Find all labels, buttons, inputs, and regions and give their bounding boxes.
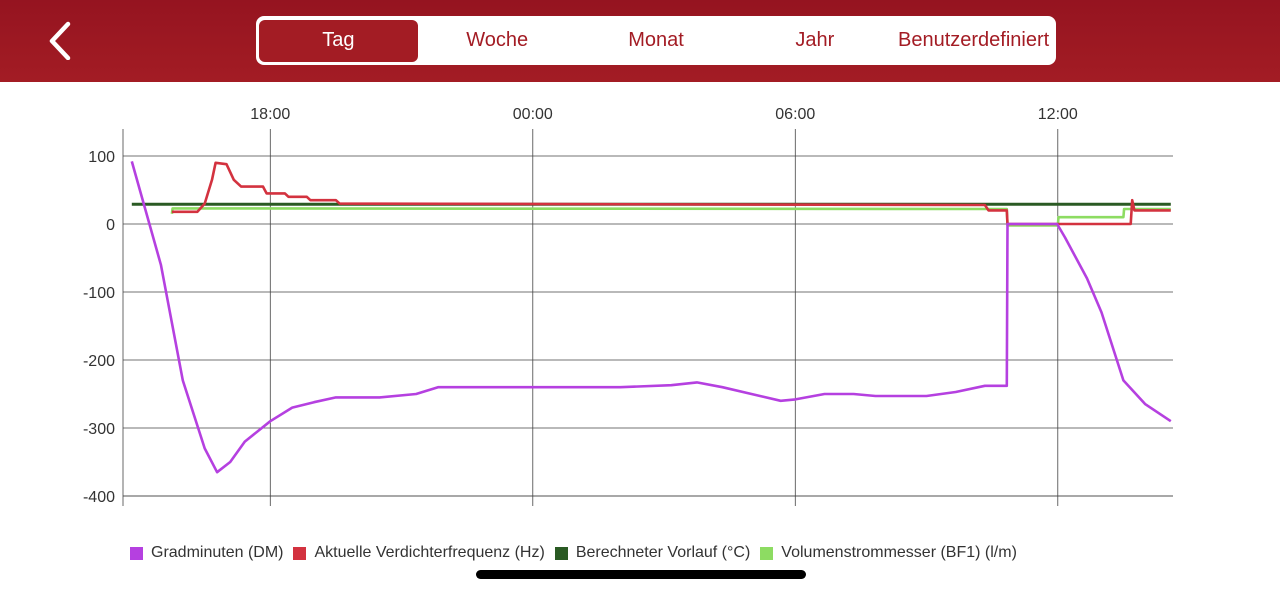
x-tick-label: 18:00	[250, 106, 290, 123]
header-bar: Tag Woche Monat Jahr Benutzerdefiniert	[0, 0, 1280, 82]
series-line-1	[130, 161, 1172, 474]
tab-woche[interactable]: Woche	[466, 29, 529, 51]
tab-tag[interactable]: Tag	[259, 19, 418, 62]
legend-label: Berechneter Vorlauf (°C)	[575, 544, 751, 561]
y-tick-label: -400	[83, 489, 115, 506]
tab-benutzerdefiniert[interactable]: Benutzerdefiniert	[897, 29, 1050, 51]
y-tick-label: 0	[106, 217, 115, 234]
tab-monat[interactable]: Monat	[628, 29, 684, 51]
legend-item[interactable]: Volumenstrommesser (BF1) (l/m)	[760, 544, 1017, 562]
legend-label: Gradminuten (DM)	[151, 544, 284, 561]
legend-label: Aktuelle Verdichterfrequenz (Hz)	[314, 544, 545, 561]
legend-swatch	[130, 546, 143, 560]
tab-jahr[interactable]: Jahr	[795, 29, 835, 51]
chart-legend: Gradminuten (DM) Aktuelle Verdichterfrequ…	[130, 543, 1027, 563]
legend-swatch	[554, 546, 568, 560]
y-tick-label: -200	[83, 353, 115, 370]
legend-item[interactable]: Berechneter Vorlauf (°C)	[554, 544, 751, 562]
y-tick-label: -300	[83, 421, 115, 438]
series-line-2	[171, 161, 1171, 226]
y-tick-label: -100	[83, 285, 115, 302]
chevron-left-icon	[49, 21, 71, 61]
y-tick-label: 100	[88, 149, 115, 166]
x-tick-label: 00:00	[513, 106, 553, 123]
x-tick-label: 12:00	[1038, 106, 1078, 123]
back-button[interactable]	[40, 20, 80, 61]
line-chart[interactable]: 100 0 -100 -200 -300 -400 18:00 00:00 06:00 12:00	[0, 82, 1280, 522]
legend-swatch	[760, 546, 774, 560]
home-indicator	[476, 570, 806, 579]
legend-item[interactable]: Gradminuten (DM)	[130, 544, 283, 562]
legend-swatch	[293, 546, 307, 560]
legend-item[interactable]: Aktuelle Verdichterfrequenz (Hz)	[293, 544, 545, 562]
x-tick-label: 06:00	[775, 106, 815, 123]
legend-label: Volumenstrommesser (BF1) (l/m)	[781, 544, 1017, 561]
period-selector: Tag Woche Monat Jahr Benutzerdefiniert	[256, 16, 1056, 65]
